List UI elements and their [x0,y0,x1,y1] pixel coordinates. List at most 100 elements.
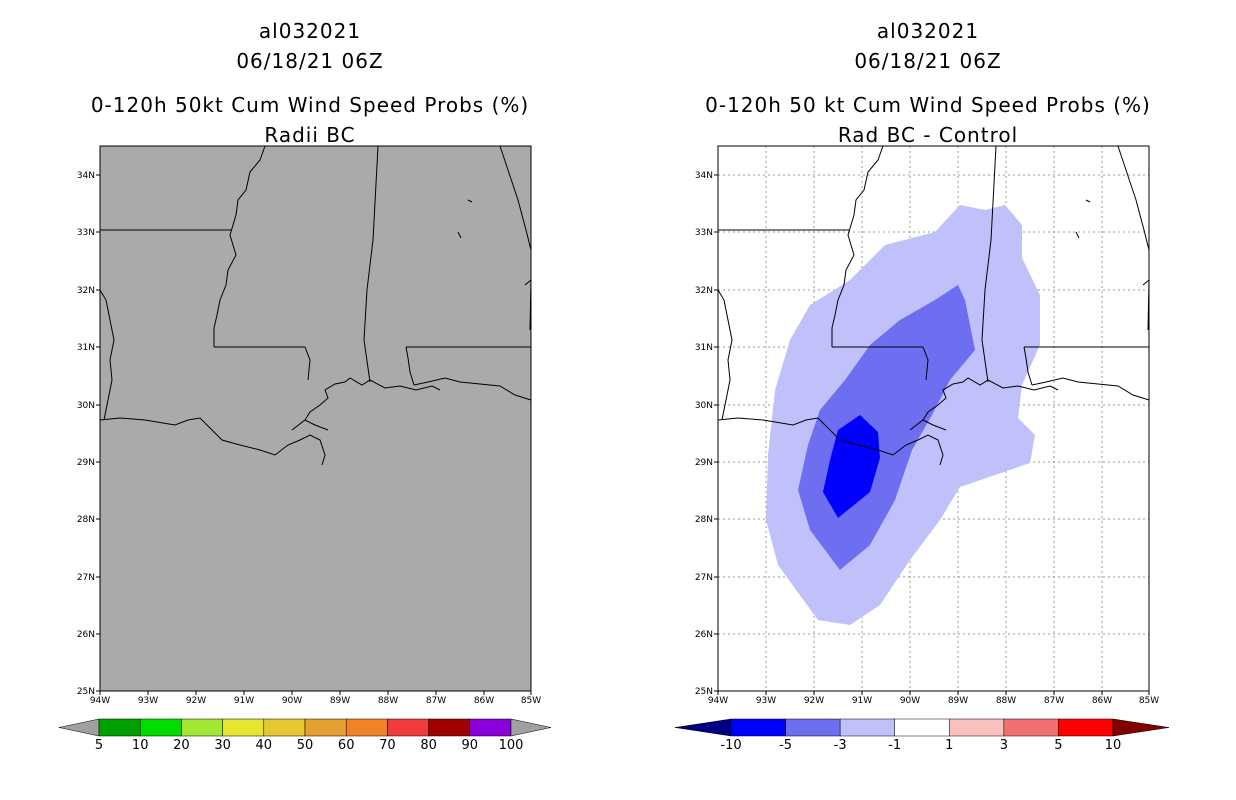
geography-line [524,278,532,331]
colorbar-arrow-right [510,718,552,737]
right-subtitle: Rad BC - Control [837,123,1019,147]
lat-label: 25N [695,687,713,697]
geography-line [1117,145,1150,251]
lon-label: 93W [138,696,158,706]
colorbar-arrow-right [1112,718,1170,737]
colorbar-label: 70 [379,738,396,753]
colorbar-label: 40 [256,738,273,753]
lat-label: 30N [77,401,95,411]
colorbar-swatch [894,718,950,737]
lon-label: 94W [708,696,728,706]
lon-label: 92W [804,696,824,706]
colorbar-label: 10 [132,738,149,753]
colorbar-label: 5 [1054,738,1062,753]
geography-line [499,145,532,251]
geography-line [291,419,329,431]
geography-line [99,417,326,466]
geography-line [1031,377,1150,401]
colorbar-label: -3 [834,738,847,753]
lat-label: 33N [695,228,713,238]
geography-line [413,377,532,401]
geography-line [717,417,944,466]
geography-line [304,377,441,421]
geography-line [909,419,947,431]
colorbar-label: -10 [720,738,741,753]
lat-label: 27N [695,573,713,583]
geography-line [981,145,997,383]
lon-label: 93W [756,696,776,706]
geography-line [831,145,884,347]
geography-line [1023,346,1149,386]
colorbar-swatch [730,718,786,737]
right-datetime: 06/18/21 06Z [854,49,1002,73]
lon-label: 85W [521,696,541,706]
colorbar-label: 10 [1105,738,1122,753]
lon-label: 89W [330,696,350,706]
lon-label: 94W [90,696,110,706]
lat-label: 32N [77,286,95,296]
geography-line [214,346,311,381]
left-datetime: 06/18/21 06Z [236,49,384,73]
right-map-geography [717,145,1150,466]
right-map-frame [717,145,1150,692]
lat-label: 26N [77,630,95,640]
lon-label: 91W [234,696,254,706]
geography-line [457,199,473,239]
lat-label: 34N [77,171,95,181]
left-map-background [99,145,532,692]
lon-label: 90W [900,696,920,706]
colorbar-label: 5 [95,738,103,753]
colorbar-swatch [1003,718,1059,737]
lon-label: 86W [1092,696,1112,706]
lat-label: 27N [77,573,95,583]
lon-label: 87W [426,696,446,706]
lat-label: 33N [77,228,95,238]
lon-label: 92W [186,696,206,706]
colorbar-label: 20 [173,738,190,753]
colorbar-label: 90 [462,738,479,753]
lat-label: 30N [695,401,713,411]
colorbar-label: 50 [297,738,314,753]
left-storm-id: al032021 [258,19,362,43]
colorbar-label: 100 [499,738,524,753]
lat-label: 25N [77,687,95,697]
lat-label: 29N [77,458,95,468]
diff-contour-dark [823,415,880,518]
colorbar-swatch [785,718,841,737]
colorbar-label: 1 [945,738,953,753]
lat-label: 28N [695,515,713,525]
lat-label: 31N [77,343,95,353]
left-lon-axis: 94W 93W 92W 91W 90W 89W 88W 87W 86W 85W [90,691,541,706]
colorbar-label: 60 [338,738,355,753]
geography-line [717,289,733,421]
lon-label: 87W [1044,696,1064,706]
lat-label: 26N [695,630,713,640]
right-lon-axis: 94W 93W 92W 91W 90W 89W 88W 87W 86W 85W [708,691,1159,706]
geography-line [99,289,115,421]
geography-line [832,346,929,381]
lat-label: 28N [77,515,95,525]
colorbar-label: -5 [779,738,792,753]
lon-label: 88W [996,696,1016,706]
geography-line [922,377,1059,421]
colorbar-label: -1 [888,738,901,753]
lat-label: 34N [695,171,713,181]
lat-label: 29N [695,458,713,468]
lon-label: 88W [378,696,398,706]
lon-label: 89W [948,696,968,706]
geography-line [405,346,531,386]
colorbar-swatch [949,718,1005,737]
colorbar-arrow-left [674,718,732,737]
colorbar-label: 80 [420,738,437,753]
geography-line [363,145,379,383]
left-title: 0-120h 50kt Cum Wind Speed Probs (%) [90,93,530,117]
colorbar-label: 30 [214,738,231,753]
right-lat-axis: 34N 33N 32N 31N 30N 29N 28N 27N 26N 25N [695,171,718,697]
left-subtitle: Radii BC [264,123,356,147]
right-title: 0-120h 50 kt Cum Wind Speed Probs (%) [705,93,1151,117]
colorbar-swatch [1058,718,1114,737]
lon-label: 85W [1139,696,1159,706]
